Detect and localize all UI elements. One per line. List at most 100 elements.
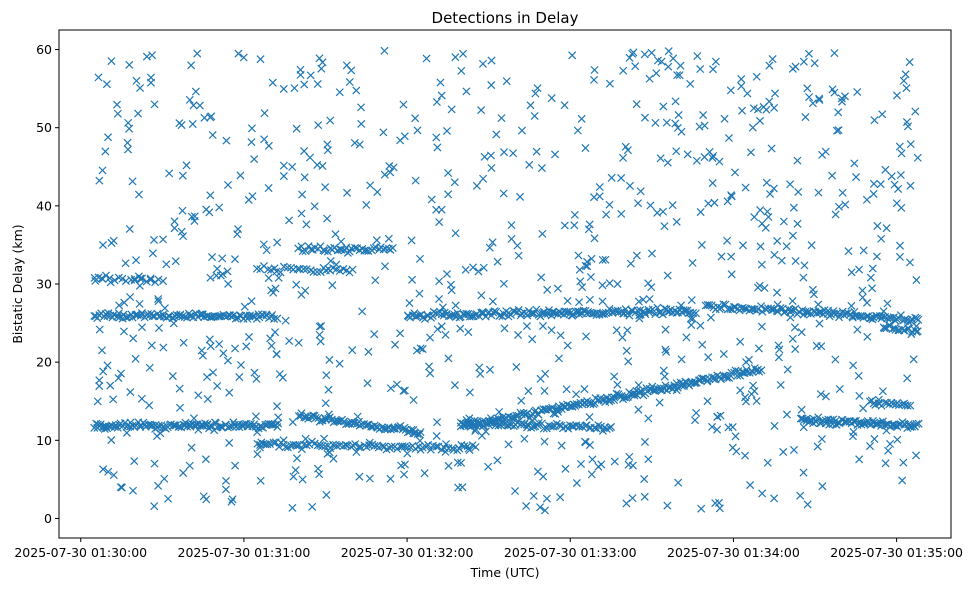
detection-point xyxy=(179,232,188,241)
detection-point xyxy=(602,424,611,434)
detection-point xyxy=(624,460,633,469)
detection-point xyxy=(322,490,331,499)
detection-point xyxy=(815,95,824,105)
detection-point xyxy=(770,89,780,98)
detection-point xyxy=(576,277,585,286)
detection-point xyxy=(640,113,649,122)
detection-point xyxy=(855,265,864,274)
detection-point xyxy=(175,384,184,393)
detection-point xyxy=(302,220,311,229)
detection-point xyxy=(613,380,622,389)
detection-point xyxy=(91,276,100,285)
detection-point xyxy=(750,213,759,222)
detection-point xyxy=(623,146,632,155)
detection-point xyxy=(895,142,904,151)
detection-point xyxy=(170,224,179,233)
detection-point xyxy=(324,385,333,394)
detection-point xyxy=(487,81,496,90)
detection-point xyxy=(348,441,358,450)
detection-point xyxy=(135,299,144,308)
detection-point xyxy=(747,390,756,399)
detection-point xyxy=(708,65,718,74)
detection-point xyxy=(871,419,880,428)
detection-point xyxy=(138,323,147,332)
detection-point xyxy=(416,344,425,353)
detection-point xyxy=(122,428,131,437)
detection-point xyxy=(380,262,389,271)
detection-point xyxy=(797,414,806,423)
detection-point xyxy=(206,342,215,351)
detection-point xyxy=(763,458,772,467)
detection-point xyxy=(292,280,301,289)
detection-point xyxy=(274,419,283,428)
plot-area xyxy=(90,46,923,515)
detection-point xyxy=(98,166,107,175)
detection-point xyxy=(115,301,124,310)
detection-point xyxy=(446,280,455,289)
detection-point xyxy=(816,390,825,399)
detection-point xyxy=(148,249,157,258)
detection-point xyxy=(659,102,668,111)
detection-point xyxy=(824,306,833,315)
detection-point xyxy=(132,76,141,85)
detection-point xyxy=(537,273,546,282)
detection-point xyxy=(230,255,240,264)
detection-point xyxy=(547,94,556,103)
detection-point xyxy=(773,300,782,309)
detection-point xyxy=(619,66,628,75)
detection-point xyxy=(148,51,157,60)
detection-point xyxy=(329,454,338,463)
detection-point xyxy=(413,312,422,321)
detection-point xyxy=(298,190,307,199)
detection-point xyxy=(272,349,281,359)
detection-point xyxy=(426,369,435,378)
detection-point xyxy=(631,62,640,71)
detection-point xyxy=(288,503,297,512)
detection-point xyxy=(218,254,227,263)
detection-point xyxy=(442,269,451,279)
detection-point xyxy=(326,116,335,125)
detection-point xyxy=(855,391,864,400)
detection-point xyxy=(273,402,282,411)
detection-point xyxy=(507,234,516,243)
detection-point xyxy=(479,263,488,272)
detection-point xyxy=(906,140,915,149)
detection-point xyxy=(532,305,541,314)
detection-point xyxy=(210,426,219,435)
detection-point xyxy=(598,255,607,264)
detection-point xyxy=(834,202,843,211)
detection-point xyxy=(124,118,133,127)
detection-point xyxy=(788,296,797,305)
detection-point xyxy=(892,91,901,100)
detection-point xyxy=(485,243,494,252)
detection-point xyxy=(384,234,393,243)
detection-point xyxy=(540,437,549,446)
detection-point xyxy=(590,423,599,432)
detection-point xyxy=(655,398,664,407)
detection-point xyxy=(538,322,548,331)
detection-point xyxy=(208,130,217,140)
detection-point xyxy=(405,299,414,308)
detection-point xyxy=(758,489,767,498)
detection-point xyxy=(315,322,324,331)
detection-point xyxy=(461,265,470,274)
detection-point xyxy=(152,432,162,441)
detection-point xyxy=(790,323,799,332)
detection-point xyxy=(251,412,260,421)
detection-point xyxy=(313,160,322,169)
detection-point xyxy=(553,284,562,293)
detection-point xyxy=(814,413,823,422)
detection-point xyxy=(465,414,474,423)
detection-point xyxy=(400,386,409,395)
detection-point xyxy=(773,236,782,246)
detection-point xyxy=(905,258,914,267)
detection-point xyxy=(195,101,204,110)
detection-point xyxy=(632,100,641,109)
detection-point xyxy=(557,441,566,450)
detection-point xyxy=(772,288,782,297)
detection-point xyxy=(315,470,324,479)
detection-point xyxy=(660,222,669,231)
detection-point xyxy=(309,267,318,276)
detection-point xyxy=(433,418,442,427)
detection-point xyxy=(191,87,200,96)
